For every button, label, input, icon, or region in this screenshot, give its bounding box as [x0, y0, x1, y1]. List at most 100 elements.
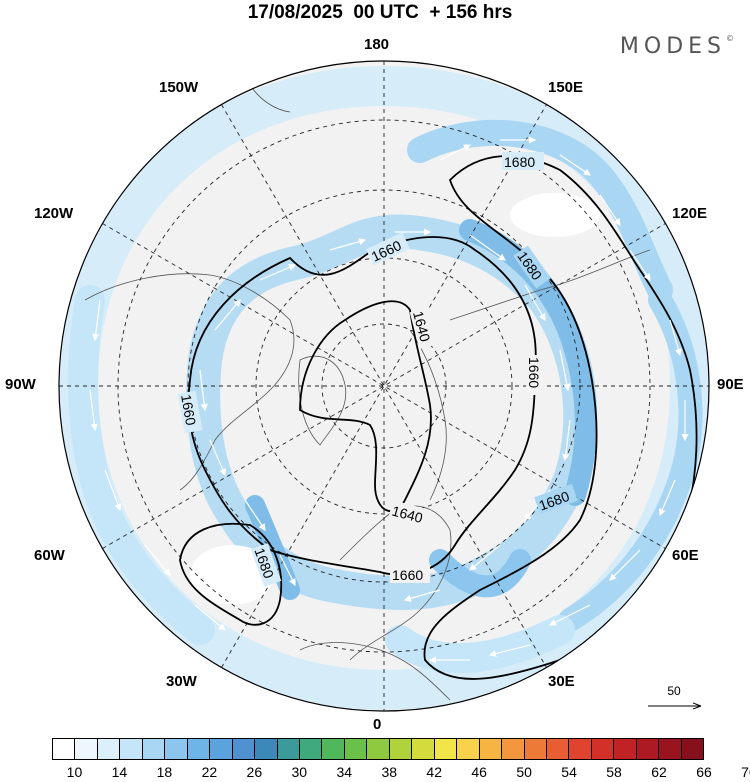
contour-label: 1680 [504, 154, 535, 170]
colorbar-cell [367, 739, 390, 759]
colorbar-tick-label: 10 [66, 764, 83, 780]
lon-label-180: 180 [364, 36, 390, 53]
contour-labels: 1680 1660 1680 1640 1660 1660 1680 1640 … [177, 152, 578, 587]
contour-label: 1660 [178, 393, 199, 427]
shading-outer-ring [59, 66, 709, 710]
lon-label-120w: 120W [34, 205, 74, 222]
colorbar-cell [210, 739, 233, 759]
colorbar-cell [412, 739, 435, 759]
wind-arrow [329, 238, 367, 251]
wind-arrow [194, 604, 226, 631]
contour-label: 1640 [390, 503, 424, 527]
contour-1660-main [187, 236, 537, 576]
shading-pacific-jet [407, 119, 673, 303]
atlantic-clear-area [190, 545, 274, 605]
shading-core-jet [459, 219, 597, 506]
wind-arrow [259, 264, 297, 281]
colorbar-cell [142, 739, 166, 759]
colorbar-tick-label: 50 [516, 764, 532, 780]
wind-arrow [562, 419, 571, 462]
wind-arrow [469, 544, 501, 571]
colorbar-cell [591, 739, 615, 759]
colorbar-cell [75, 739, 98, 759]
colorbar-tick-label: 42 [426, 764, 442, 780]
colorbar-tick-label: 46 [471, 764, 487, 780]
colorbar-cell [97, 739, 121, 759]
wind-arrow [609, 549, 641, 581]
coastline-greenland [298, 355, 347, 446]
coastline-asia [449, 249, 651, 321]
colorbar-cell [187, 739, 211, 759]
brand-name: MODES [619, 34, 726, 59]
colorbar-cell [53, 739, 76, 759]
colorbar-cell [165, 739, 188, 759]
colorbar-cell [524, 739, 547, 759]
colorbar-cell [232, 739, 256, 759]
wind-arrow [89, 389, 98, 432]
colorbar-cell [502, 739, 525, 759]
colorbar-cell [255, 739, 278, 759]
colorbar-tick-label: 66 [696, 764, 712, 780]
contour-label: 1640 [410, 309, 434, 343]
colorbar-cell [479, 739, 503, 759]
lon-label-0: 0 [373, 716, 382, 733]
shading-west-jet [68, 285, 215, 645]
lon-label-90e: 90E [717, 376, 744, 393]
coastline-siberia [409, 329, 447, 501]
lon-label-30e: 30E [548, 673, 575, 690]
map-border [58, 60, 710, 712]
wind-arrow [488, 644, 531, 658]
colorbar-cell [457, 739, 480, 759]
copyright-mark: © [726, 34, 734, 43]
contour-label: 1660 [392, 567, 423, 583]
wind-arrow [92, 299, 101, 342]
colorbar-tick-label: 38 [381, 764, 398, 780]
contour-label: 1660 [526, 357, 542, 388]
colorbar-tick-label: 58 [606, 764, 622, 780]
lon-label-120e: 120E [672, 205, 708, 222]
colorbar-cell [614, 739, 637, 759]
wind-arrow [209, 439, 226, 477]
wind-arrow [629, 249, 651, 281]
wind-arrow [244, 499, 266, 531]
colorbar-cell [120, 739, 143, 759]
wind-arrow [548, 604, 591, 626]
wind-arrow [669, 319, 682, 357]
colorbar-tick-label: 14 [111, 764, 128, 780]
colorbar-cell [389, 739, 413, 759]
colorbar-ticks: 10 14 18 22 26 30 34 38 42 46 50 54 58 62 66 70 [0, 764, 750, 782]
wind-arrow [599, 194, 621, 226]
lon-label-150w: 150W [159, 79, 199, 96]
colorbar-cell [636, 739, 660, 759]
brand-logo: MODES© [620, 34, 734, 59]
wind-arrow [659, 479, 676, 517]
wind-arrow [144, 544, 171, 576]
colorbar-cell [569, 739, 592, 759]
colorbar-tick-label: 70 [741, 764, 750, 780]
colorbar-tick-label: 22 [201, 764, 218, 780]
wind-arrow [559, 349, 571, 392]
colorbar-cell [277, 739, 300, 759]
colorbar-cell [434, 739, 458, 759]
colorbar-cell [344, 739, 368, 759]
reference-vector-label: 50 [667, 684, 681, 698]
shading-core-jet-3 [429, 549, 531, 598]
lon-label-150e: 150E [548, 79, 584, 96]
reference-vector-arrow [648, 700, 706, 712]
shading-south-jet [385, 615, 575, 674]
colorbar-cell [659, 739, 682, 759]
wind-arrow [439, 144, 472, 161]
lon-label-60e: 60E [672, 547, 699, 564]
colorbar [52, 738, 704, 760]
colorbar-tick-label: 34 [336, 764, 353, 780]
coastline-north-america [84, 273, 295, 491]
wind-arrow [104, 469, 122, 512]
colorbar-tick-label: 18 [156, 764, 173, 780]
wind-arrow [469, 234, 506, 261]
colorbar-cell [681, 739, 704, 759]
wind-arrow [559, 154, 591, 176]
colorbar-tick-label: 30 [291, 764, 308, 780]
colorbar-tick-label: 62 [651, 764, 667, 780]
polar-map: 1680 1660 1680 1640 1660 1660 1680 1640 … [58, 60, 710, 712]
colorbar-tick-label: 54 [561, 764, 577, 780]
